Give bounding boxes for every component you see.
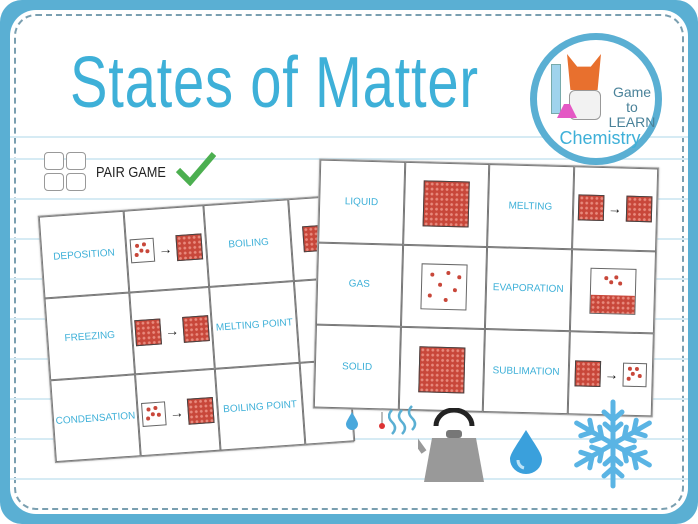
diagram-card[interactable] <box>400 244 488 330</box>
solid-particles <box>574 360 601 387</box>
term-label: DEPOSITION <box>52 246 116 263</box>
diagram-card[interactable]: → <box>571 166 659 252</box>
term-label: CONDENSATION <box>55 409 136 427</box>
test-tube-icon <box>551 64 561 114</box>
left-card-sheet: DEPOSITION → BOILING FREEZING → MELTING POINT… <box>37 194 356 464</box>
rule-line <box>10 136 688 138</box>
solid-particles <box>182 315 210 343</box>
solid-particles <box>175 233 204 262</box>
liquid-particles <box>134 318 162 347</box>
term-card[interactable]: MELTING <box>487 164 574 249</box>
liquid-diagram <box>422 180 470 228</box>
term-card[interactable]: SUBLIMATION <box>482 329 570 415</box>
arrow-icon: → <box>164 322 180 340</box>
pair-game-label: PAIR GAME <box>96 164 166 181</box>
term-label: LIQUID <box>344 196 379 208</box>
term-card[interactable]: SOLID <box>313 324 401 410</box>
term-label: SUBLIMATION <box>492 365 560 379</box>
liquid-particles <box>186 396 215 425</box>
diagram-card[interactable]: → <box>123 205 210 293</box>
mini-card-icon <box>44 173 64 191</box>
term-label: MELTING <box>508 200 553 213</box>
term-card[interactable]: CONDENSATION <box>50 374 141 463</box>
gas-diagram <box>420 263 468 311</box>
term-label: FREEZING <box>64 329 116 344</box>
term-card[interactable]: FREEZING <box>44 292 136 381</box>
check-icon <box>176 152 216 186</box>
arrow-icon: → <box>157 240 173 258</box>
dashed-border <box>14 14 684 510</box>
kettle-icon <box>418 408 484 482</box>
fox-icon <box>567 54 601 90</box>
term-card[interactable]: BOILING <box>203 199 294 287</box>
term-label: BOILING POINT <box>222 398 298 415</box>
arrow-icon: → <box>169 404 185 422</box>
evaporation-particles <box>589 267 637 315</box>
gas-particles <box>141 401 167 427</box>
thermometer-icon <box>379 412 385 429</box>
solid-particles <box>418 345 466 394</box>
mini-card-icon <box>66 173 86 191</box>
arrow-icon: → <box>607 200 623 217</box>
evaporation-diagram <box>589 267 637 315</box>
gas-particles <box>420 263 468 311</box>
logo-chemistry: Chemistry <box>559 128 641 148</box>
term-label: EVAPORATION <box>492 282 564 296</box>
gas-to-liquid-diagram: → <box>141 396 215 428</box>
arrow-icon: → <box>604 365 619 383</box>
diagram-card[interactable]: → <box>129 286 215 375</box>
rule-line <box>10 478 688 480</box>
term-card[interactable]: EVAPORATION <box>484 246 572 332</box>
term-label: BOILING <box>228 236 270 251</box>
term-card[interactable]: MELTING POINT <box>209 281 300 369</box>
solid-diagram <box>418 345 466 394</box>
mini-card-icon <box>66 152 86 170</box>
term-label: GAS <box>348 278 370 291</box>
snowflake-icon <box>565 399 661 490</box>
diagram-card[interactable]: → <box>135 368 221 457</box>
liquid-particles <box>590 294 635 314</box>
solid-to-liquid-diagram: → <box>577 194 653 223</box>
gas-particles <box>622 362 647 387</box>
solid-particles <box>577 194 605 222</box>
gas-particles <box>599 273 630 294</box>
water-drop-icon <box>510 430 542 474</box>
liquid-particles <box>625 195 653 223</box>
diagram-card[interactable] <box>402 161 490 247</box>
gas-to-solid-diagram: → <box>129 233 204 264</box>
liquid-to-solid-diagram: → <box>134 315 210 347</box>
gas-particles <box>129 237 156 264</box>
term-card[interactable]: BOILING POINT <box>214 362 306 451</box>
term-card[interactable]: LIQUID <box>318 159 405 245</box>
page-title: States of Matter <box>70 43 479 123</box>
heat-waves-icon <box>388 405 417 435</box>
mini-card-icon <box>44 152 64 170</box>
logo-line2: LEARN <box>608 114 656 130</box>
term-card[interactable]: GAS <box>315 242 403 328</box>
solid-to-gas-diagram: → <box>574 360 647 388</box>
right-card-sheet: LIQUID MELTING → GAS EVAPORATION SOLID SUBLIMA… <box>312 158 660 418</box>
water-drop-icon <box>346 412 358 430</box>
term-label: MELTING POINT <box>215 316 294 334</box>
logo: Game to LEARN Chemistry <box>530 33 662 165</box>
logo-line1: Game to <box>612 84 652 115</box>
logo-text: Game to LEARN <box>607 85 657 130</box>
term-label: SOLID <box>341 361 373 374</box>
liquid-particles <box>422 180 470 228</box>
term-card[interactable]: DEPOSITION <box>38 210 130 299</box>
diagram-card[interactable] <box>569 248 657 334</box>
